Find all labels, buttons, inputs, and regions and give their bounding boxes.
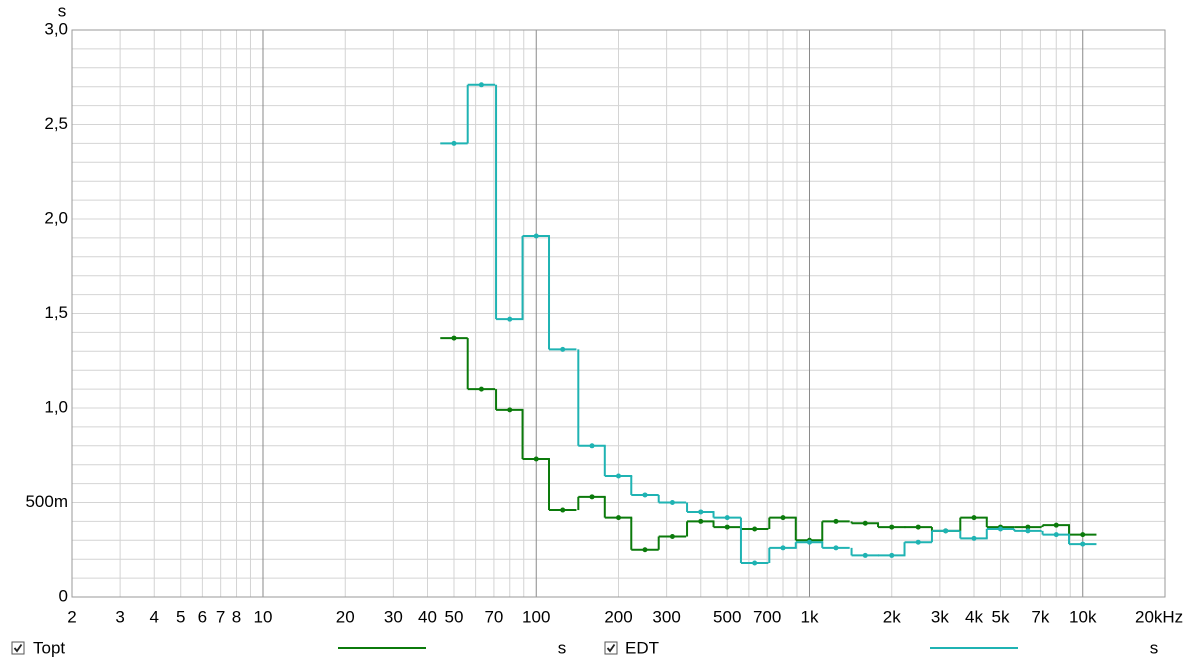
y-tick-label: 500m [25, 492, 68, 511]
data-point [889, 524, 895, 530]
data-point [533, 233, 539, 239]
x-tick-label: 40 [418, 607, 437, 626]
data-point [698, 509, 704, 515]
data-point [1025, 524, 1031, 530]
x-tick-label: 50 [445, 607, 464, 626]
x-tick-label: 10 [254, 607, 273, 626]
data-point [669, 500, 675, 505]
data-point [478, 386, 484, 392]
x-tick-label: 3 [115, 607, 124, 626]
y-tick-label: 0 [59, 586, 68, 605]
x-tick-label: 30 [384, 607, 403, 626]
data-point [997, 526, 1003, 532]
y-axis-unit: s [58, 1, 67, 20]
data-point [616, 473, 621, 479]
data-point [1053, 532, 1059, 538]
plot-frame [71, 29, 1166, 598]
y-tick-label: 2,5 [44, 114, 68, 133]
x-tick-label: 4 [150, 607, 159, 626]
data-point [752, 526, 758, 532]
data-point [724, 524, 730, 530]
x-tick-label: 1k [801, 607, 819, 626]
y-tick-label: 2,0 [44, 208, 68, 227]
x-tick-label: 100 [522, 607, 550, 626]
x-tick-label: 2k [883, 607, 901, 626]
x-tick-label: 500 [713, 607, 741, 626]
data-point [943, 528, 949, 534]
data-point [724, 515, 730, 521]
data-point [833, 545, 839, 551]
data-point [478, 82, 484, 88]
x-tick-label: 20 [336, 607, 355, 626]
data-point [862, 552, 868, 558]
x-tick-label: 3k [931, 607, 949, 626]
data-point [780, 515, 786, 521]
data-point [780, 545, 786, 551]
legend-unit: s [558, 638, 567, 657]
data-point [1080, 541, 1086, 547]
data-point [752, 560, 758, 566]
data-point [915, 524, 921, 530]
data-point [1025, 528, 1031, 534]
legend-checkmark [13, 643, 23, 653]
x-tick-label: 300 [652, 607, 680, 626]
legend-label: Topt [33, 638, 65, 657]
y-tick-label: 1,0 [44, 397, 68, 416]
data-point [669, 534, 675, 540]
x-tick-label: 200 [604, 607, 632, 626]
x-tick-label: 7k [1031, 607, 1049, 626]
data-point [507, 407, 513, 413]
data-point [971, 515, 977, 521]
data-point [971, 535, 977, 541]
data-point [1053, 522, 1059, 528]
data-point [616, 515, 621, 521]
x-tick-label: 7 [216, 607, 225, 626]
data-point [507, 316, 513, 322]
data-point [451, 140, 457, 146]
data-point [889, 552, 895, 558]
data-point [915, 539, 921, 545]
x-tick-label: 10k [1069, 607, 1097, 626]
data-point [833, 518, 839, 524]
data-point [1080, 532, 1086, 538]
x-tick-label: 6 [198, 607, 207, 626]
data-point [589, 494, 595, 500]
data-point [560, 507, 566, 513]
legend-unit: s [1150, 638, 1159, 657]
data-point [589, 443, 595, 449]
data-point [451, 335, 457, 341]
data-point [533, 456, 539, 462]
data-point [642, 492, 648, 498]
legend-label: EDT [625, 638, 659, 657]
data-point [806, 539, 812, 545]
data-point [642, 547, 648, 553]
x-tick-label: 4k [965, 607, 983, 626]
data-point [698, 518, 704, 524]
x-tick-label: 20kHz [1135, 607, 1183, 626]
x-tick-label: 2 [67, 607, 76, 626]
legend-checkmark [606, 643, 616, 653]
y-tick-label: 1,5 [44, 303, 68, 322]
data-point [560, 346, 566, 352]
x-tick-label: 5 [176, 607, 185, 626]
x-tick-label: 5k [992, 607, 1010, 626]
data-point [862, 520, 868, 526]
x-tick-label: 8 [232, 607, 241, 626]
x-tick-label: 700 [753, 607, 781, 626]
y-tick-label: 3,0 [44, 19, 68, 38]
x-tick-label: 70 [484, 607, 503, 626]
